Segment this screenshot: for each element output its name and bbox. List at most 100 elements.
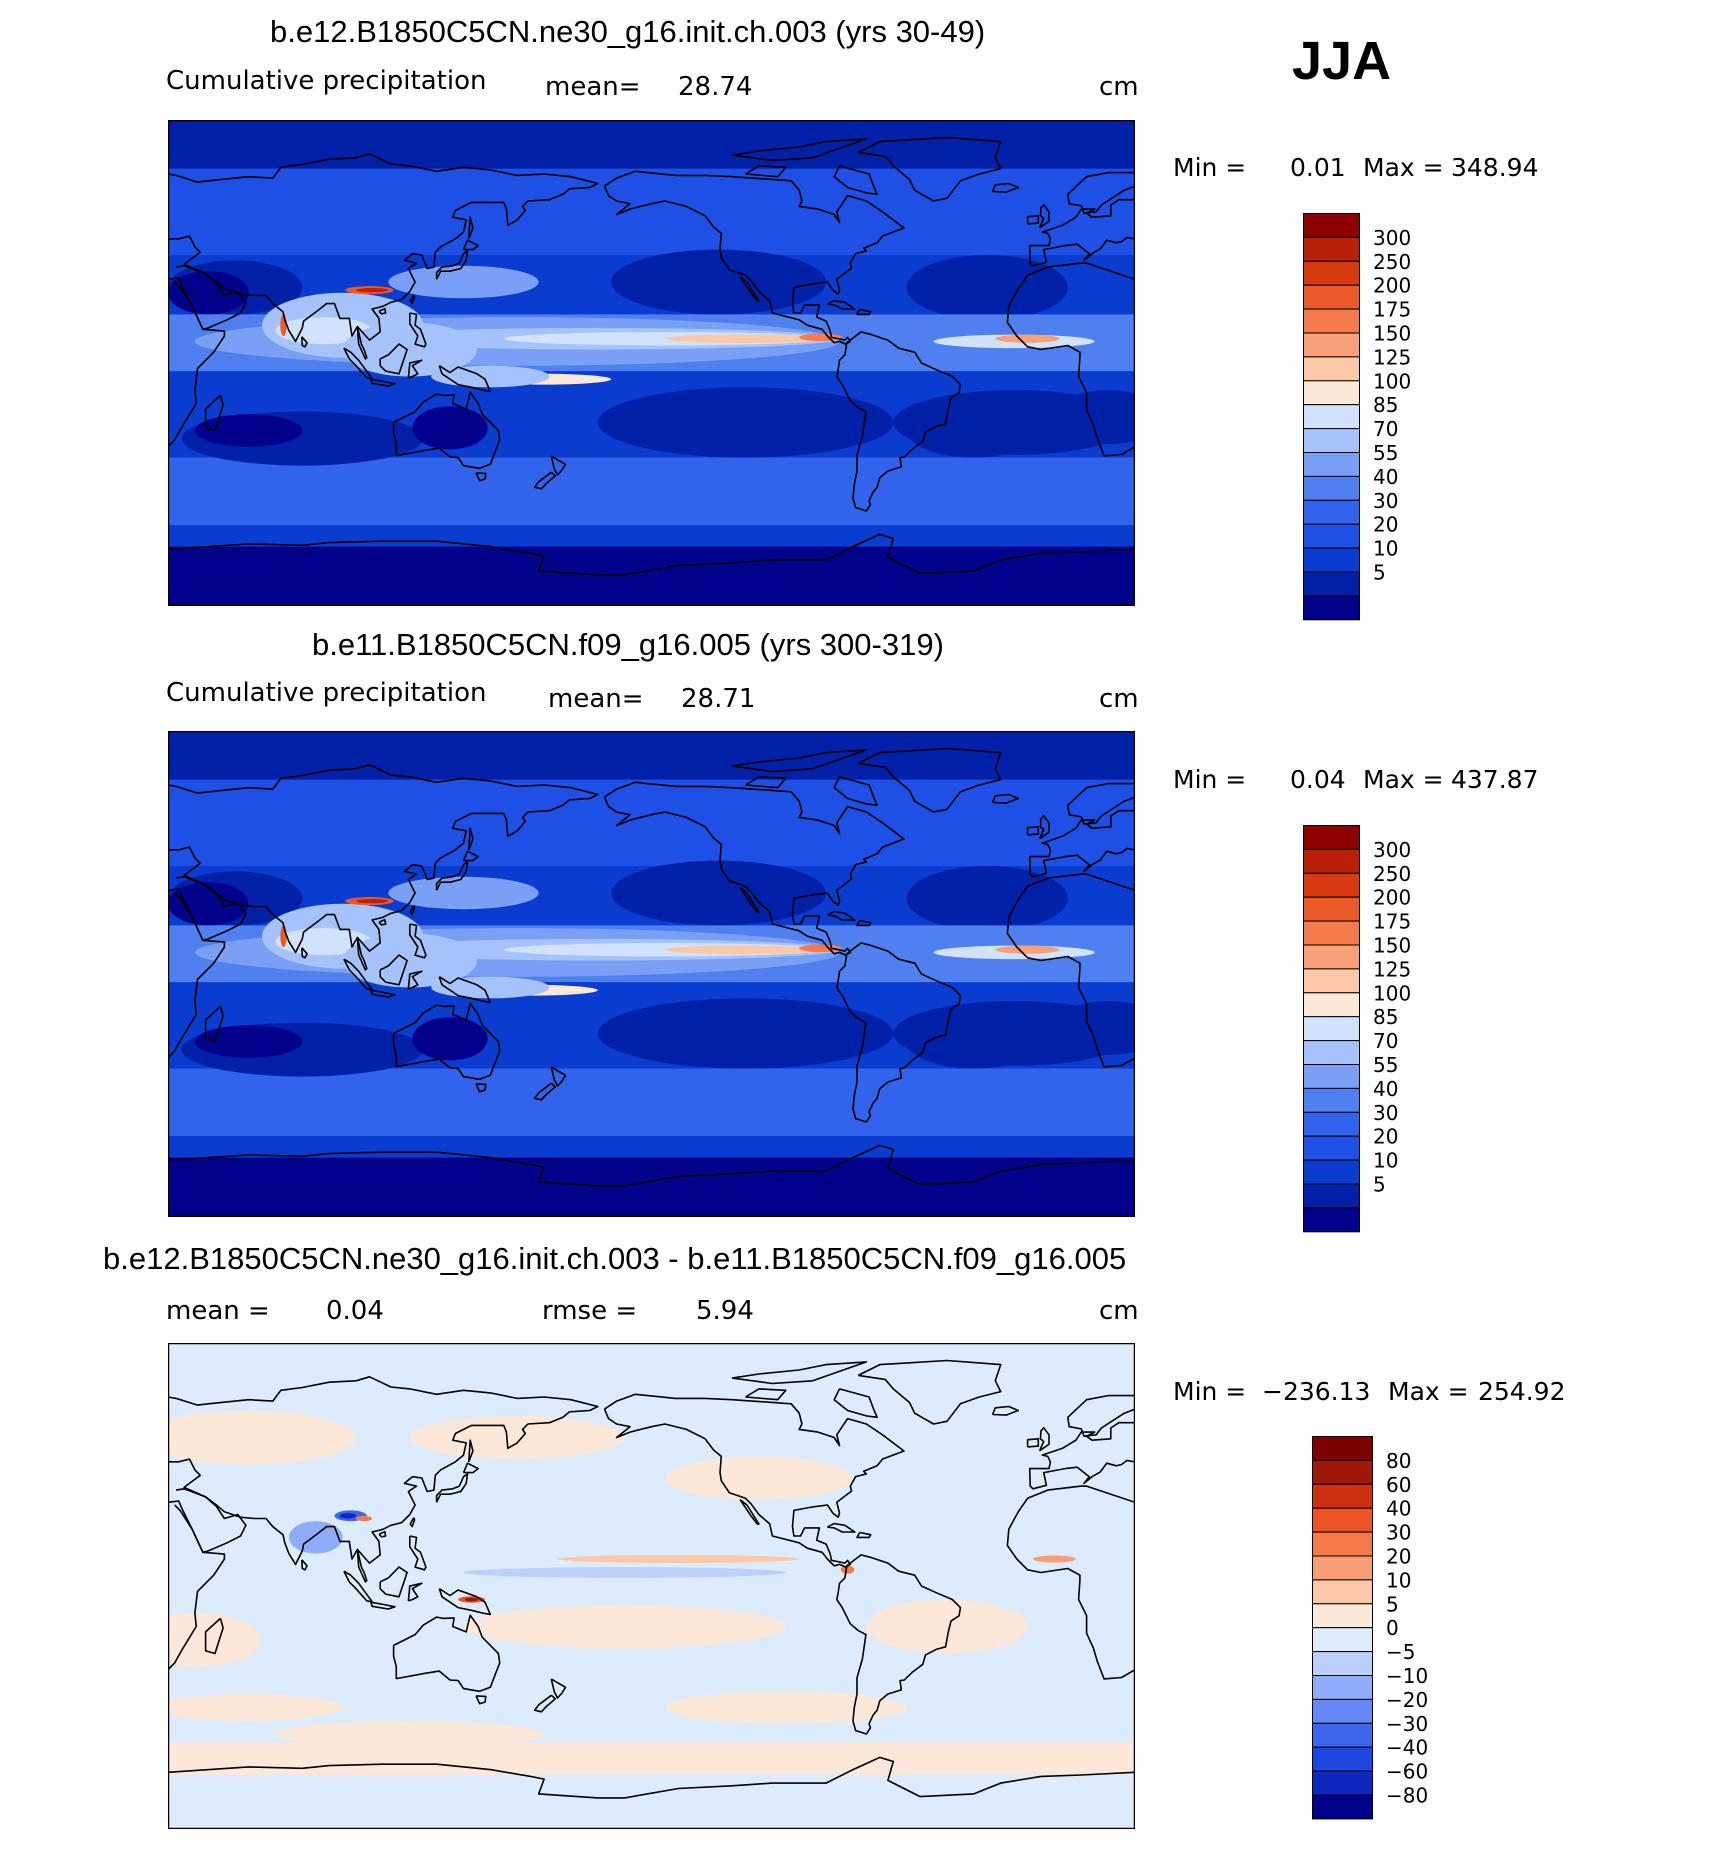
spcz xyxy=(431,976,550,999)
colorbar-3-box xyxy=(1312,1459,1373,1485)
coastline-sakhalin xyxy=(468,827,474,851)
coastline-greenland xyxy=(857,747,1002,813)
colorbar-3-tick-label: −20 xyxy=(1386,1688,1428,1712)
season-label: JJA xyxy=(1292,31,1392,91)
precip-band xyxy=(168,779,1135,866)
coastline-cuba xyxy=(827,1522,856,1533)
dry-zone xyxy=(906,255,1068,320)
wet-belt xyxy=(995,945,1060,954)
coastline-sumatra xyxy=(343,958,373,991)
colorbar-3-box xyxy=(1312,1698,1373,1724)
coastline-victoria xyxy=(745,776,787,789)
coastline-sumatra xyxy=(343,1570,373,1603)
diff-negative xyxy=(288,1521,343,1554)
panel-2-max-label: Max = xyxy=(1363,765,1444,794)
coastline-borneo xyxy=(379,954,408,986)
diff-negative xyxy=(339,1513,357,1519)
coastline-samerica xyxy=(835,942,962,1123)
coastline-eurasia xyxy=(168,1375,599,1566)
colorbar-3-box xyxy=(1312,1603,1373,1629)
colorbar-3-box xyxy=(1312,1770,1373,1796)
colorbar-2-tick-label: 175 xyxy=(1373,910,1411,934)
coastline-java xyxy=(370,378,396,387)
coastline-iceland xyxy=(991,182,1020,193)
coastline-samerica xyxy=(835,331,962,512)
coastline-sakhalin xyxy=(468,1439,474,1463)
diff-positive xyxy=(840,1565,855,1574)
panel-1-max-value: 348.94 xyxy=(1451,153,1539,182)
dry-zone xyxy=(412,406,488,450)
coastline-australia xyxy=(392,391,501,470)
panel-2-left-label: Cumulative precipitation xyxy=(166,678,487,708)
panel-1-max-label: Max = xyxy=(1363,153,1444,182)
coastline-hainan xyxy=(378,307,387,315)
coastline-baffin xyxy=(833,1388,878,1419)
coastline-iceland xyxy=(991,793,1020,804)
monsoon xyxy=(388,265,539,299)
coastline-philippines xyxy=(409,1535,427,1571)
colorbar-1-box xyxy=(1303,284,1360,310)
colorbar-2-box xyxy=(1303,1207,1360,1233)
colorbar-1-tick-label: 10 xyxy=(1373,537,1398,561)
colorbar-2-box xyxy=(1303,1040,1360,1066)
dry-zone xyxy=(168,120,1135,169)
colorbar-2-box xyxy=(1303,1016,1360,1042)
dry-zone xyxy=(168,546,1135,606)
coastline-nz_south xyxy=(533,471,557,490)
coastline-sulawesi xyxy=(407,970,423,990)
coastline-africa xyxy=(168,888,226,1059)
dry-zone xyxy=(597,998,894,1069)
coastline-hainan xyxy=(378,1530,387,1538)
colorbar-3-tick-label: −60 xyxy=(1386,1760,1428,1784)
panel-3-rmse-value: 5.94 xyxy=(696,1296,754,1326)
colorbar-3-tick-label: −40 xyxy=(1386,1736,1428,1760)
panel-3-mean-label: mean = xyxy=(166,1296,270,1326)
coastline-nz_north xyxy=(550,1066,567,1087)
colorbar-3-tick-label: 40 xyxy=(1386,1497,1411,1521)
wet-belt xyxy=(799,944,843,953)
coastline-eurasia xyxy=(168,763,599,954)
colorbar-2-box xyxy=(1303,825,1360,850)
dry-zone xyxy=(168,731,1135,780)
colorbar-2-box xyxy=(1303,1159,1360,1185)
panel-2-min-label: Min = xyxy=(1173,765,1247,794)
dry-zone xyxy=(597,387,894,458)
coastline-cuba xyxy=(827,910,856,921)
coastline-africa xyxy=(168,1500,226,1671)
colorbar-2-tick-label: 125 xyxy=(1373,957,1411,981)
colorbar-2-tick-label: 300 xyxy=(1373,838,1411,862)
coastline-srilanka xyxy=(301,1559,308,1571)
colorbar-3-box xyxy=(1312,1483,1373,1509)
dry-zone xyxy=(412,1017,488,1061)
coastline-victoria xyxy=(745,165,787,178)
coastline-malay xyxy=(356,937,368,971)
panel-3-min-label: Min = xyxy=(1173,1377,1247,1406)
coastline-japan xyxy=(435,250,469,280)
colorbar-2-box xyxy=(1303,968,1360,994)
diff-positive xyxy=(557,1554,800,1564)
colorbar-1-box xyxy=(1303,404,1360,430)
coastline-java xyxy=(370,1601,396,1610)
diff-negative xyxy=(463,1567,786,1578)
coastline-hispaniola xyxy=(856,919,872,927)
colorbar-1-box xyxy=(1303,571,1360,597)
coastline-hainan xyxy=(378,918,387,926)
diff-positive xyxy=(463,1604,786,1649)
colorbar-1-box xyxy=(1303,428,1360,454)
panel-1-left-label: Cumulative precipitation xyxy=(166,66,487,96)
colorbar-1-tick-label: 125 xyxy=(1373,345,1411,369)
map-frame xyxy=(168,120,1135,606)
colorbar-2-tick-label: 250 xyxy=(1373,862,1411,886)
colorbar-1-box xyxy=(1303,475,1360,501)
precip-band xyxy=(168,457,1135,525)
coastline-japan xyxy=(435,861,469,891)
coastline-baffin xyxy=(833,776,878,807)
orographic-max xyxy=(356,898,389,904)
colorbar-1-tick-label: 30 xyxy=(1373,489,1398,513)
coastline-namerica xyxy=(603,1393,905,1568)
colorbar-3-tick-label: 5 xyxy=(1386,1592,1399,1616)
coastline-eurasia xyxy=(168,152,599,343)
panel-3-mean-value: 0.04 xyxy=(326,1296,384,1326)
